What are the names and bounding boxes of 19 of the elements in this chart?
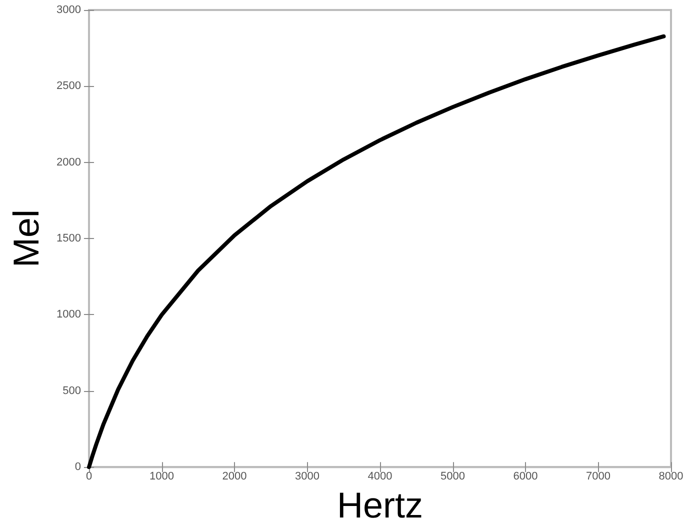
x-axis-title: Hertz <box>336 484 424 526</box>
y-tick-label: 2000 <box>56 156 81 168</box>
line-series <box>87 34 666 470</box>
x-tick-label: 8000 <box>658 470 684 483</box>
x-tick-label: 0 <box>86 470 92 483</box>
x-tick-label: 7000 <box>586 470 610 483</box>
y-tick-label: 500 <box>62 384 81 397</box>
y-tick-label: 1500 <box>56 232 81 245</box>
x-tick-label: 6000 <box>513 470 538 483</box>
x-tick-label: 5000 <box>440 470 465 483</box>
x-tick-label: 4000 <box>368 470 392 483</box>
x-tick-label: 2000 <box>222 470 247 483</box>
y-tick-label: 1000 <box>56 308 81 321</box>
x-tick-label: 1000 <box>150 470 174 483</box>
y-tick-label: 2500 <box>56 80 81 92</box>
y-tick-label: 0 <box>74 461 81 474</box>
x-tick-label: 3000 <box>295 470 320 483</box>
y-tick-label: 3000 <box>56 4 81 16</box>
y-axis-title: Mel <box>6 210 46 268</box>
